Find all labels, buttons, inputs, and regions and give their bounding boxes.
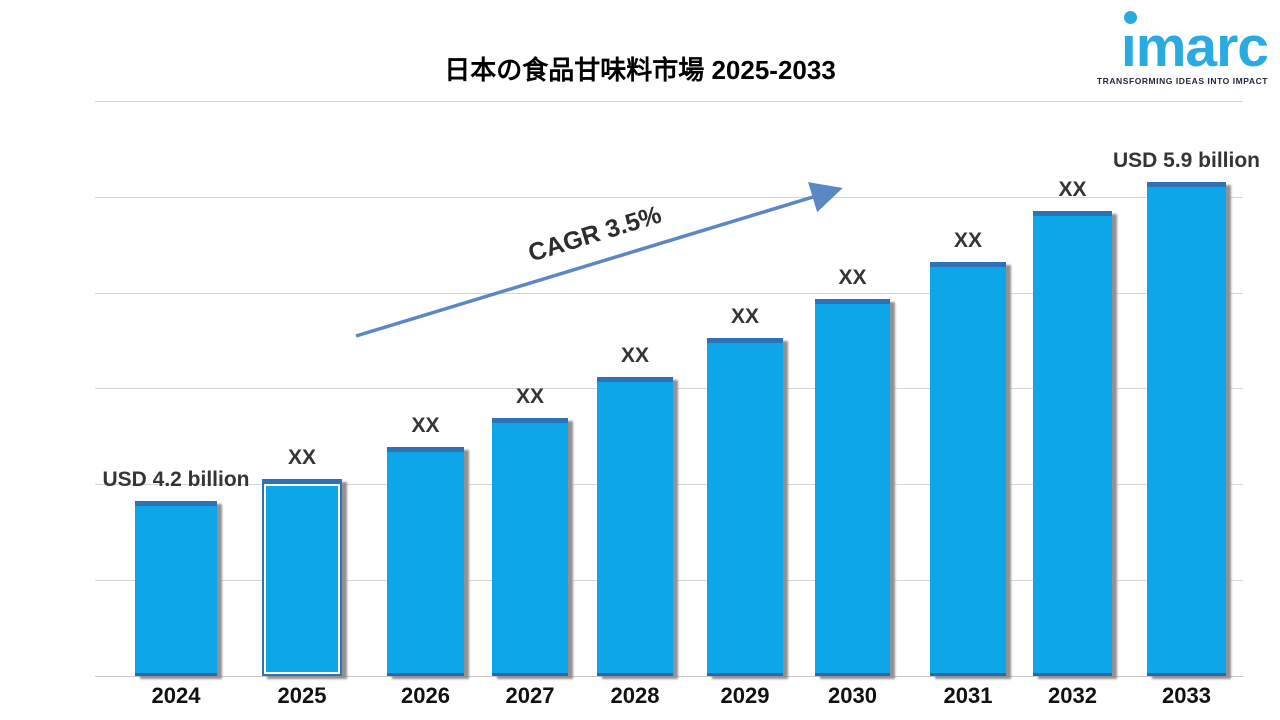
value-label-2026: XX xyxy=(411,414,440,437)
axis-label-2028: 2028 xyxy=(610,683,660,708)
bar-2026 xyxy=(387,447,464,676)
imarc-logo: ımarc TRANSFORMING IDEAS INTO IMPACT xyxy=(1068,10,1269,86)
logo-i-dot-icon xyxy=(1123,11,1137,24)
axis-label-2024: 2024 xyxy=(151,683,201,708)
value-label-2030: XX xyxy=(838,266,867,289)
value-label-2033: USD 5.9 billion xyxy=(1112,149,1261,172)
value-label-2032: XX xyxy=(1058,178,1087,201)
gridline xyxy=(95,101,1243,102)
bar-2033 xyxy=(1147,182,1226,676)
bar-2030 xyxy=(815,299,890,676)
logo-tagline: TRANSFORMING IDEAS INTO IMPACT xyxy=(1096,76,1268,86)
axis-label-2029: 2029 xyxy=(720,683,770,708)
bar-2028 xyxy=(597,377,673,676)
axis-label-2025: 2025 xyxy=(277,683,327,708)
value-label-2027: XX xyxy=(515,385,544,408)
value-label-2024: USD 4.2 billion xyxy=(102,468,250,491)
value-label-2025: XX xyxy=(287,446,316,469)
value-label-2031: XX xyxy=(953,229,982,252)
axis-label-2030: 2030 xyxy=(828,683,877,708)
imarc-wordmark-text: ımarc xyxy=(1120,15,1269,79)
bar-2024 xyxy=(135,501,217,676)
imarc-wordmark: ımarc xyxy=(1121,11,1269,76)
axis-label-2032: 2032 xyxy=(1048,683,1097,708)
bar-2031 xyxy=(930,262,1006,676)
axis-label-2031: 2031 xyxy=(943,683,993,708)
bar-2029 xyxy=(707,338,783,676)
bar-2032 xyxy=(1033,211,1112,676)
chart-title: 日本の食品甘味料市場 2025-2033 xyxy=(444,55,836,85)
x-axis-line xyxy=(95,676,1243,677)
bar-2025 xyxy=(262,479,342,676)
value-label-2028: XX xyxy=(620,344,649,367)
axis-label-2026: 2026 xyxy=(401,683,450,708)
axis-label-2027: 2027 xyxy=(505,683,555,708)
axis-label-2033: 2033 xyxy=(1162,683,1211,708)
bar-2027 xyxy=(492,418,568,676)
